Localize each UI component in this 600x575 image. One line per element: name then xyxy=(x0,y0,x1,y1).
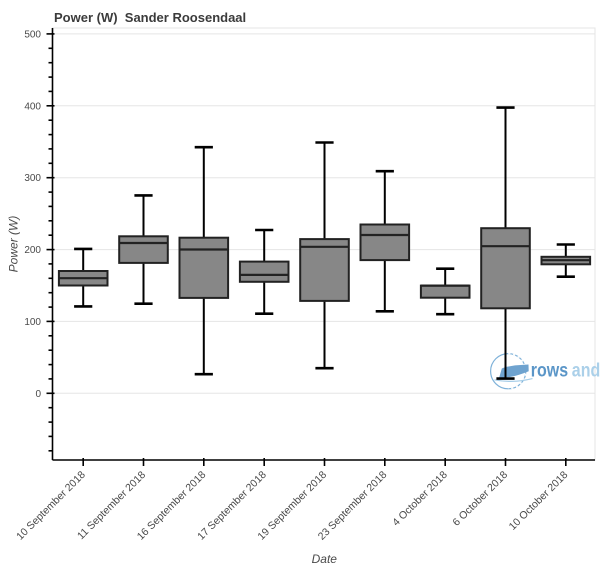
svg-text:Power (W) Sander Roosendaal: Power (W) Sander Roosendaal xyxy=(54,10,246,25)
svg-text:rows: rows xyxy=(531,359,568,381)
svg-text:6 October 2018: 6 October 2018 xyxy=(450,469,510,529)
svg-text:10 October 2018: 10 October 2018 xyxy=(507,469,571,533)
svg-text:andall: andall xyxy=(572,359,600,381)
svg-text:4 October 2018: 4 October 2018 xyxy=(390,469,450,529)
svg-text:200: 200 xyxy=(24,245,41,256)
svg-text:300: 300 xyxy=(24,173,41,184)
svg-text:Date: Date xyxy=(312,552,338,566)
svg-text:Power (W): Power (W) xyxy=(7,216,21,273)
svg-text:0: 0 xyxy=(35,389,41,400)
svg-text:23 September 2018: 23 September 2018 xyxy=(316,469,390,543)
svg-text:100: 100 xyxy=(24,317,41,328)
svg-text:400: 400 xyxy=(24,101,41,112)
svg-text:500: 500 xyxy=(24,29,41,40)
